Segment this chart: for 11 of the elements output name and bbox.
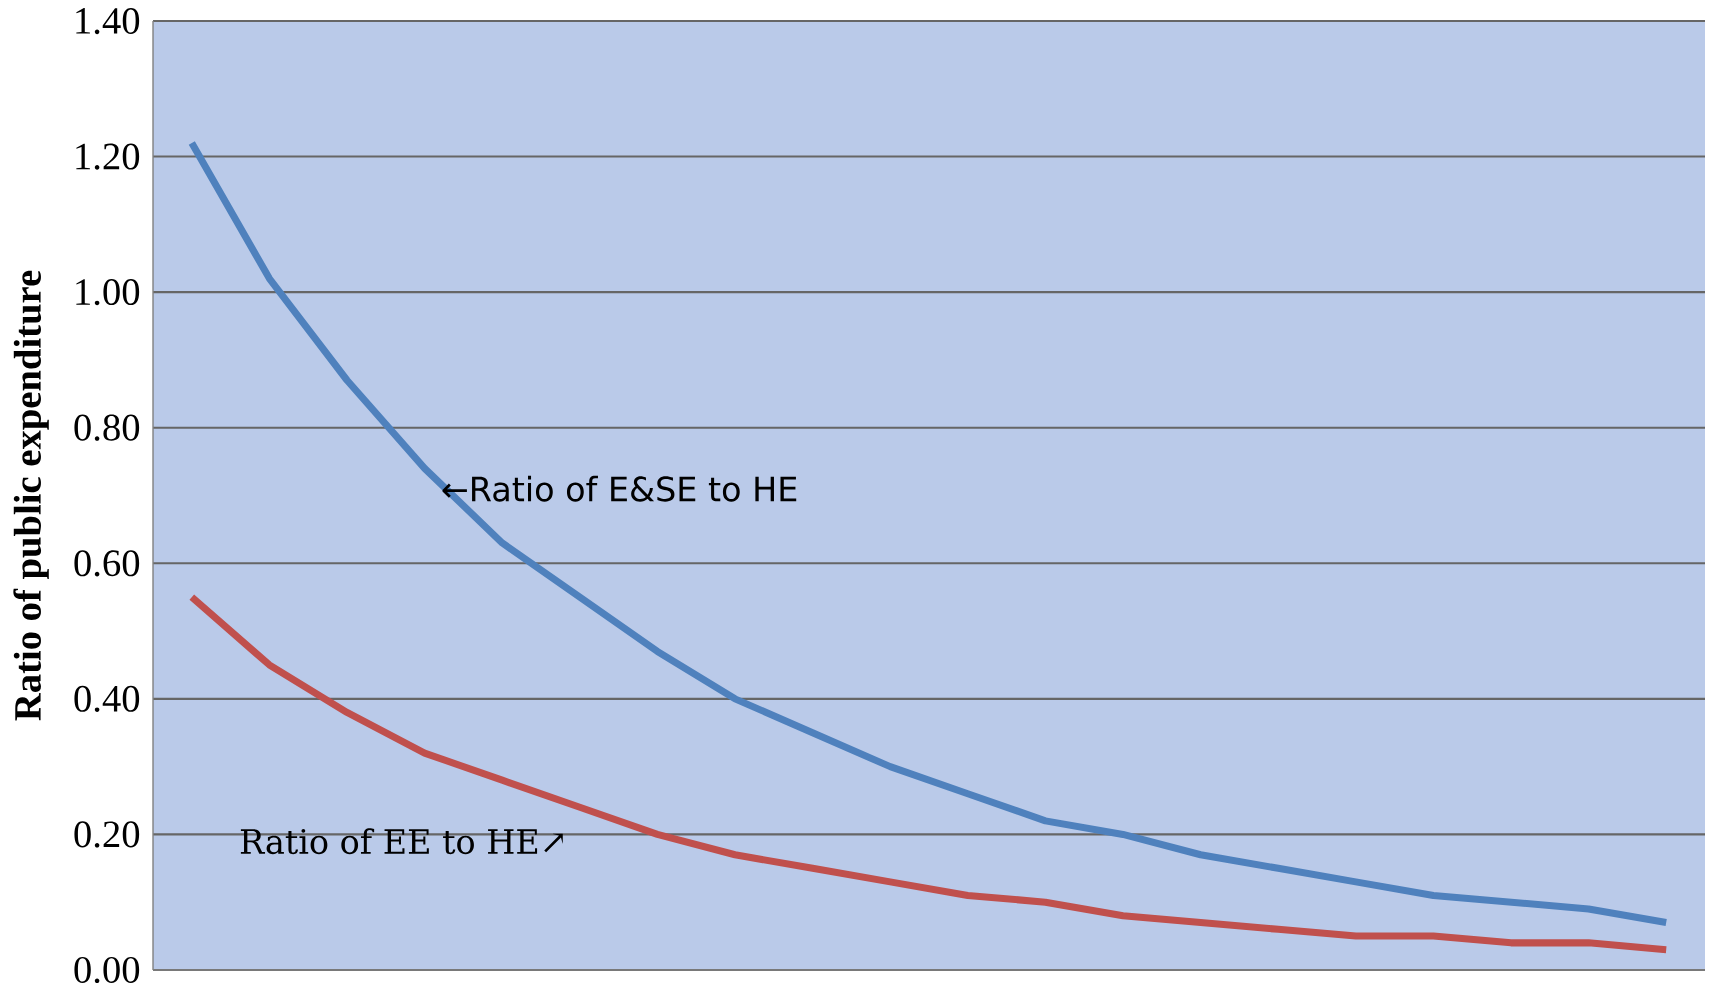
y-tick-label: 1.40	[76, 7, 140, 35]
y-tick-label: 0.00	[74, 956, 140, 984]
y-tick-label: 1.00	[76, 279, 140, 306]
y-tick-label: 0.60	[74, 550, 140, 577]
annotation: ←Ratio of E&SE to HE	[442, 475, 797, 502]
y-tick-label: 0.80	[74, 414, 140, 441]
y-tick-label: 0.20	[74, 821, 140, 848]
y-tick-label: 0.40	[74, 685, 140, 712]
y-axis-title: Ratio of public expenditure	[13, 270, 49, 721]
annotation: Ratio of EE to HE↗	[240, 828, 563, 855]
y-tick-label: 1.20	[76, 143, 140, 170]
